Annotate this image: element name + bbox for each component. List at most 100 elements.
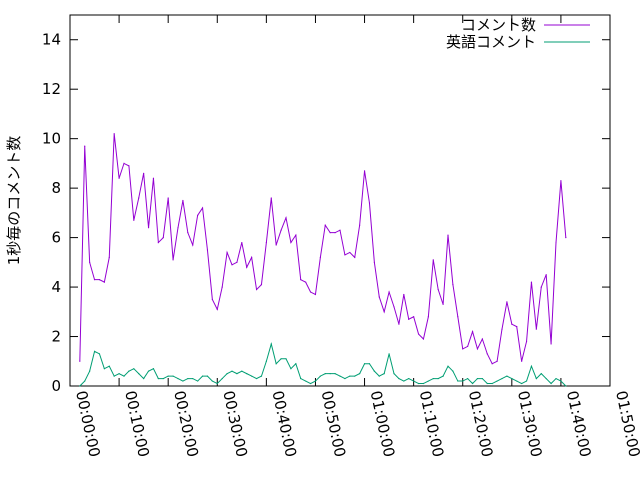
data-point-2 (270, 343, 272, 345)
data-point-1 (378, 296, 380, 298)
data-point-1 (113, 133, 115, 135)
data-point-1 (462, 348, 464, 350)
data-point-1 (280, 229, 282, 231)
data-point-2 (103, 368, 105, 370)
data-point-2 (403, 380, 405, 382)
data-point-1 (79, 360, 81, 362)
data-point-2 (417, 382, 420, 385)
data-point-1 (442, 303, 444, 305)
data-point-1 (138, 197, 140, 199)
data-point-2 (550, 382, 552, 385)
data-point-2 (452, 370, 454, 372)
data-point-2 (201, 375, 204, 377)
data-point-2 (334, 373, 336, 375)
data-point-1 (447, 234, 449, 236)
data-point-1 (162, 237, 164, 239)
data-point-1 (226, 251, 228, 254)
data-point-1 (521, 360, 523, 362)
data-point-2 (349, 375, 351, 377)
data-point-2 (437, 377, 439, 380)
data-point-2 (79, 385, 81, 387)
data-point-2 (363, 363, 366, 365)
x-tick-label: 00:30:00 (219, 389, 251, 459)
data-point-2 (241, 370, 243, 372)
data-point-1 (398, 323, 400, 325)
data-point-2 (265, 360, 267, 362)
data-point-1 (550, 343, 552, 345)
data-point-2 (535, 377, 537, 380)
data-point-1 (236, 261, 238, 263)
data-point-2 (467, 377, 469, 380)
data-point-2 (236, 373, 238, 375)
data-point-1 (231, 264, 233, 266)
data-point-2 (118, 373, 120, 375)
data-point-1 (427, 316, 429, 318)
data-point-2 (113, 375, 115, 377)
data-point-1 (206, 249, 209, 251)
data-point-2 (280, 358, 282, 360)
data-point-2 (123, 375, 125, 377)
data-point-2 (162, 377, 164, 380)
data-point-1 (241, 241, 243, 244)
data-point-2 (251, 375, 253, 377)
data-point-2 (167, 375, 169, 377)
data-point-2 (378, 375, 380, 377)
data-point-2 (516, 380, 518, 382)
y-tick-label: 10 (42, 130, 61, 148)
data-point-1 (344, 254, 346, 256)
data-point-1 (491, 363, 493, 365)
data-point-1 (354, 256, 356, 258)
data-point-2 (143, 377, 145, 380)
data-point-1 (152, 177, 155, 179)
data-point-1 (334, 232, 336, 234)
data-point-1 (373, 261, 375, 263)
plot-frame (69, 14, 611, 387)
data-point-2 (525, 380, 528, 382)
data-point-1 (359, 224, 361, 226)
x-tick-label: 00:10:00 (121, 389, 153, 459)
data-point-1 (437, 288, 439, 291)
data-point-1 (408, 318, 410, 320)
data-point-2 (147, 370, 150, 372)
data-point-2 (481, 377, 483, 380)
legend-label-1: コメント数 (461, 16, 536, 34)
data-point-1 (285, 217, 287, 219)
x-tick-label: 01:10:00 (416, 389, 448, 459)
data-point-1 (422, 338, 425, 340)
data-point-1 (300, 279, 302, 281)
x-tick-label: 00:20:00 (170, 389, 202, 459)
data-point-2 (422, 382, 425, 385)
data-point-1 (187, 232, 189, 234)
y-tick-label: 14 (42, 31, 61, 49)
data-point-2 (187, 377, 189, 380)
data-point-1 (295, 234, 297, 236)
data-point-1 (413, 316, 415, 318)
data-point-1 (103, 281, 105, 283)
data-point-1 (157, 241, 159, 244)
data-point-1 (555, 241, 557, 244)
data-point-2 (206, 375, 209, 377)
series-group (79, 133, 567, 387)
data-point-1 (545, 274, 547, 276)
data-point-2 (226, 373, 228, 375)
data-point-2 (408, 377, 410, 380)
series-line-1 (79, 133, 567, 365)
data-point-1 (452, 283, 454, 286)
data-point-2 (339, 375, 341, 377)
data-point-2 (462, 380, 464, 382)
data-point-2 (108, 365, 110, 367)
data-point-2 (255, 377, 258, 380)
data-point-1 (525, 340, 528, 343)
data-point-1 (368, 202, 371, 204)
data-point-1 (471, 330, 474, 333)
data-point-2 (398, 377, 400, 380)
data-point-1 (516, 326, 518, 328)
x-tick-label: 00:00:00 (72, 389, 104, 459)
data-point-1 (177, 227, 179, 229)
data-point-1 (476, 348, 479, 350)
data-point-1 (211, 298, 213, 301)
data-point-1 (457, 316, 459, 318)
data-point-2 (506, 375, 508, 377)
data-point-2 (197, 380, 199, 382)
